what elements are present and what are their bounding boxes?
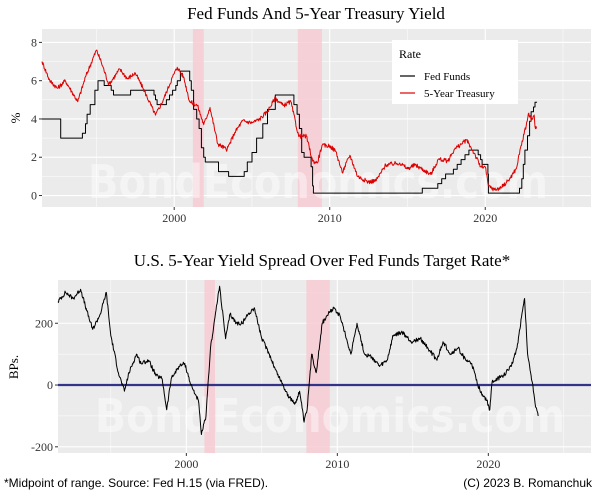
y-tick-label: 4	[31, 112, 37, 126]
x-tick-label: 2010	[318, 211, 342, 225]
y-tick-label: 8	[31, 35, 37, 49]
legend-label-fed-funds: Fed Funds	[424, 71, 470, 83]
footer-copyright: (C) 2023 B. Romanchuk	[463, 476, 592, 490]
x-tick-label: 2010	[325, 457, 349, 471]
bottom-series-lines	[57, 285, 539, 435]
y-tick-label: 0	[31, 189, 37, 203]
top-panel: Fed Funds And 5-Year Treasury Yield Bond…	[8, 4, 591, 225]
y-tick-label: 2	[31, 150, 37, 164]
top-y-axis-label: %	[8, 112, 23, 123]
series-line-spread	[57, 285, 539, 435]
top-recession-bands	[192, 29, 322, 207]
x-tick-label: 2000	[174, 457, 198, 471]
y-tick-label: 0	[47, 378, 53, 392]
legend-title: Rate	[399, 47, 421, 61]
legend-label-5-year-treasury: 5-Year Treasury	[424, 88, 495, 100]
top-watermark: BondEconomics.com	[88, 155, 548, 209]
footer-source-note: *Midpoint of range. Source: Fed H.15 (vi…	[4, 476, 269, 490]
legend: Rate Fed Funds 5-Year Treasury	[392, 40, 518, 104]
y-tick-label: 6	[31, 74, 37, 88]
top-chart-title: Fed Funds And 5-Year Treasury Yield	[187, 4, 445, 23]
y-tick-label: -200	[31, 440, 53, 454]
watermark-text: BondEconomics.com	[88, 155, 548, 209]
top-y-tick-labels: 0 2 4 6 8	[31, 35, 42, 203]
top-series-lines	[41, 49, 538, 194]
recession-band	[297, 29, 322, 207]
top-x-tick-labels: 2000 2010 2020	[162, 207, 497, 225]
watermark-text: BondEconomics.com	[95, 389, 565, 443]
bottom-panel: U.S. 5-Year Yield Spread Over Fed Funds …	[6, 251, 591, 471]
bottom-y-tick-labels: -200 0 200	[31, 316, 58, 454]
x-tick-label: 2000	[162, 211, 186, 225]
bottom-y-axis-label: BPs.	[6, 355, 21, 379]
series-line-fed-funds	[42, 70, 538, 194]
bottom-chart-title: U.S. 5-Year Yield Spread Over Fed Funds …	[134, 251, 510, 270]
recession-band	[192, 29, 204, 207]
bottom-watermark: BondEconomics.com	[95, 389, 565, 443]
bottom-x-tick-labels: 2000 2010 2020	[174, 453, 500, 471]
x-tick-label: 2020	[476, 457, 500, 471]
x-tick-label: 2020	[473, 211, 497, 225]
y-tick-label: 200	[35, 316, 53, 330]
series-line-5-year-treasury	[41, 49, 538, 192]
